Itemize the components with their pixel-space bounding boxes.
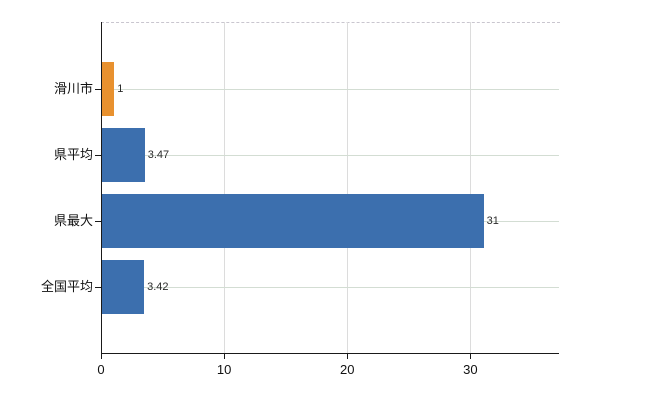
bar-default — [102, 260, 145, 314]
y-tick-mark — [95, 221, 101, 222]
horizontal-gridline — [102, 287, 559, 288]
y-axis-label: 全国平均 — [40, 279, 93, 294]
x-axis-tick-label: 10 — [216, 362, 232, 377]
bar-value-label: 1 — [117, 83, 124, 95]
y-tick-mark — [95, 287, 101, 288]
vertical-gridline — [470, 22, 472, 353]
y-tick-mark — [95, 89, 101, 90]
bar-value-label: 31 — [486, 215, 499, 227]
y-axis-line — [101, 22, 102, 353]
y-axis-label: 県最大 — [53, 213, 93, 228]
vertical-gridline — [224, 22, 226, 353]
x-axis-tick-label: 30 — [463, 362, 478, 377]
bar-value-label: 3.47 — [147, 149, 170, 161]
x-tick-mark — [101, 353, 102, 359]
y-axis-label: 県平均 — [53, 147, 93, 162]
bar-highlight — [102, 62, 115, 116]
x-axis-tick-label: 0 — [97, 362, 105, 377]
x-axis-line — [101, 353, 559, 354]
y-tick-mark — [95, 155, 101, 156]
plot-top-border — [101, 22, 560, 23]
x-tick-mark — [224, 353, 226, 359]
horizontal-gridline — [102, 155, 559, 156]
horizontal-gridline — [102, 89, 559, 90]
vertical-gridline — [347, 22, 349, 353]
x-tick-mark — [347, 353, 349, 359]
x-tick-mark — [470, 353, 472, 359]
bar-default — [102, 128, 145, 182]
y-axis-label: 滑川市 — [53, 81, 93, 96]
x-axis-tick-label: 20 — [340, 362, 355, 377]
bar-value-label: 3.42 — [147, 281, 169, 293]
bar-default — [102, 194, 484, 248]
